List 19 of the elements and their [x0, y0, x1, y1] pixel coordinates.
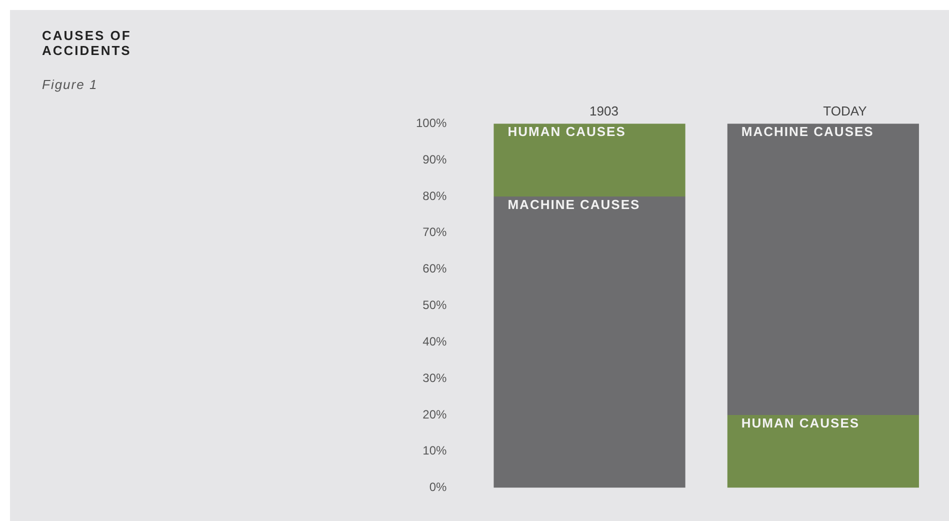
y-tick-label: 0% [429, 480, 448, 494]
x-tick-label: TODAY [823, 103, 868, 118]
data-label: MACHINE CAUSES [508, 197, 640, 212]
y-tick-label: 20% [422, 407, 448, 422]
y-tick-label: 70% [422, 225, 448, 240]
y-tick-label: 80% [422, 188, 448, 203]
y-tick-label: 10% [422, 444, 448, 458]
y-tick-label: 50% [422, 298, 448, 312]
y-tick-label: 90% [422, 152, 448, 166]
y-tick-label: 40% [422, 334, 448, 348]
data-label: HUMAN CAUSES [508, 124, 626, 140]
y-tick-label: 60% [422, 262, 448, 276]
data-label: MACHINE CAUSES [741, 124, 874, 140]
y-tick-label: 30% [422, 370, 448, 385]
data-label: HUMAN CAUSES [741, 416, 860, 431]
y-tick-label: 100% [416, 116, 448, 130]
text: CAUSES OF ACCIDENTS [42, 28, 132, 58]
x-tick-label: 1903 [590, 103, 618, 118]
text: Figure 1 [42, 77, 98, 92]
